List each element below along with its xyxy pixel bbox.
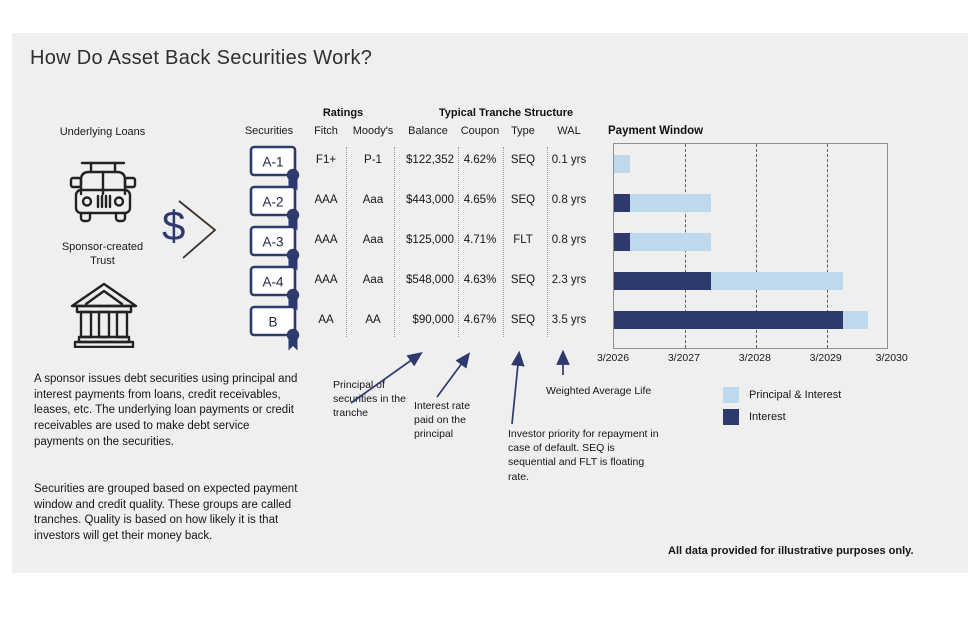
svg-text:A-3: A-3 <box>262 235 283 250</box>
page-title: How Do Asset Back Securities Work? <box>30 47 373 69</box>
bank-icon <box>66 280 142 348</box>
securities-header: Securities <box>244 125 294 137</box>
cell-moodys: P-1 <box>364 154 382 166</box>
cell-fitch: AAA <box>314 194 338 206</box>
cell-type: FLT <box>513 234 533 246</box>
legend-label: Principal & Interest <box>749 389 842 401</box>
svg-text:A-4: A-4 <box>262 275 284 290</box>
bar-A-3-principal-interest <box>629 233 712 251</box>
svg-text:A-2: A-2 <box>262 195 283 210</box>
column-header-fitch: Fitch <box>314 125 338 137</box>
cell-balance: $548,000 <box>406 274 454 286</box>
x-axis-tick-label: 3/2030 <box>875 352 908 364</box>
cell-coupon: 4.62% <box>463 154 497 166</box>
payment-window-plot <box>613 143 888 349</box>
cell-type: SEQ <box>510 194 536 206</box>
cell-coupon: 4.67% <box>463 314 497 326</box>
cell-coupon: 4.63% <box>463 274 497 286</box>
column-separator <box>393 147 395 337</box>
security-certificate: B <box>249 305 307 353</box>
svg-text:B: B <box>268 315 277 330</box>
cell-wal: 0.8 yrs <box>551 194 587 206</box>
cell-fitch: AAA <box>314 274 338 286</box>
bar-A-3-interest <box>614 233 630 251</box>
cell-fitch: AA <box>318 314 334 326</box>
annotation-type: Investor priority for repayment in case … <box>508 428 659 483</box>
cell-balance: $90,000 <box>412 314 454 326</box>
cell-type: SEQ <box>510 154 536 166</box>
bar-A-4-principal-interest <box>711 272 843 290</box>
cell-balance: $443,000 <box>406 194 454 206</box>
cell-wal: 2.3 yrs <box>551 274 587 286</box>
cell-moodys: AA <box>365 314 381 326</box>
x-axis-tick-label: 3/2026 <box>596 352 630 364</box>
x-axis-tick-label: 3/2027 <box>667 352 700 364</box>
bar-A-1-principal-interest <box>614 155 630 173</box>
column-separator <box>345 147 347 337</box>
bar-A-2-principal-interest <box>629 194 712 212</box>
bar-A-4-interest <box>614 272 712 290</box>
column-separator <box>502 147 504 337</box>
x-axis-tick-label: 3/2029 <box>809 352 842 364</box>
cell-wal: 3.5 yrs <box>551 314 587 326</box>
svg-text:A-1: A-1 <box>262 155 283 170</box>
cell-type: SEQ <box>510 314 536 326</box>
bar-A-2-interest <box>614 194 630 212</box>
column-header-coupon: Coupon <box>460 125 500 137</box>
column-header-moodys: Moody's <box>352 125 394 137</box>
x-axis-tick-label: 3/2028 <box>738 352 771 364</box>
cell-moodys: Aaa <box>362 234 384 246</box>
bar-B-principal-interest <box>843 311 868 329</box>
cell-fitch: AAA <box>314 234 338 246</box>
legend-swatch <box>723 387 739 403</box>
ratings-group-header: Ratings <box>322 107 364 119</box>
column-separator <box>546 147 548 337</box>
disclaimer-footer: All data provided for illustrative purpo… <box>668 545 914 557</box>
cell-moodys: Aaa <box>362 194 384 206</box>
tranche-group-header: Typical Tranche Structure <box>438 107 574 119</box>
underlying-loans-label: Underlying Loans <box>59 126 146 138</box>
background-panel <box>12 33 968 573</box>
legend-swatch <box>723 409 739 425</box>
cell-moodys: Aaa <box>362 274 384 286</box>
gridline <box>755 144 757 348</box>
cell-fitch: F1+ <box>315 154 337 166</box>
bar-B-interest <box>614 311 843 329</box>
cell-balance: $125,000 <box>406 234 454 246</box>
column-header-wal: WAL <box>557 125 581 137</box>
cell-wal: 0.1 yrs <box>551 154 587 166</box>
sponsor-trust-label: Sponsor-created Trust <box>61 241 144 268</box>
explainer-paragraph-2: Securities are grouped based on expected… <box>34 483 298 542</box>
cell-coupon: 4.65% <box>463 194 497 206</box>
legend-label: Interest <box>749 411 786 423</box>
annotation-wal: Weighted Average Life <box>546 385 652 397</box>
annotation-balance: Principal of securities in the tranche <box>333 379 406 420</box>
cell-type: SEQ <box>510 274 536 286</box>
chart-title: Payment Window <box>608 125 704 137</box>
column-separator <box>457 147 459 337</box>
annotation-coupon: Interest rate paid on the principal <box>414 400 471 441</box>
gridline <box>826 144 828 348</box>
car-icon <box>63 150 143 232</box>
explainer-paragraph-1: A sponsor issues debt securities using p… <box>34 373 298 448</box>
cell-coupon: 4.71% <box>463 234 497 246</box>
dollar-icon: $ <box>162 202 186 249</box>
column-header-balance: Balance <box>408 125 448 137</box>
column-header-type: Type <box>511 125 535 137</box>
cell-wal: 0.8 yrs <box>551 234 587 246</box>
cell-balance: $122,352 <box>406 154 454 166</box>
